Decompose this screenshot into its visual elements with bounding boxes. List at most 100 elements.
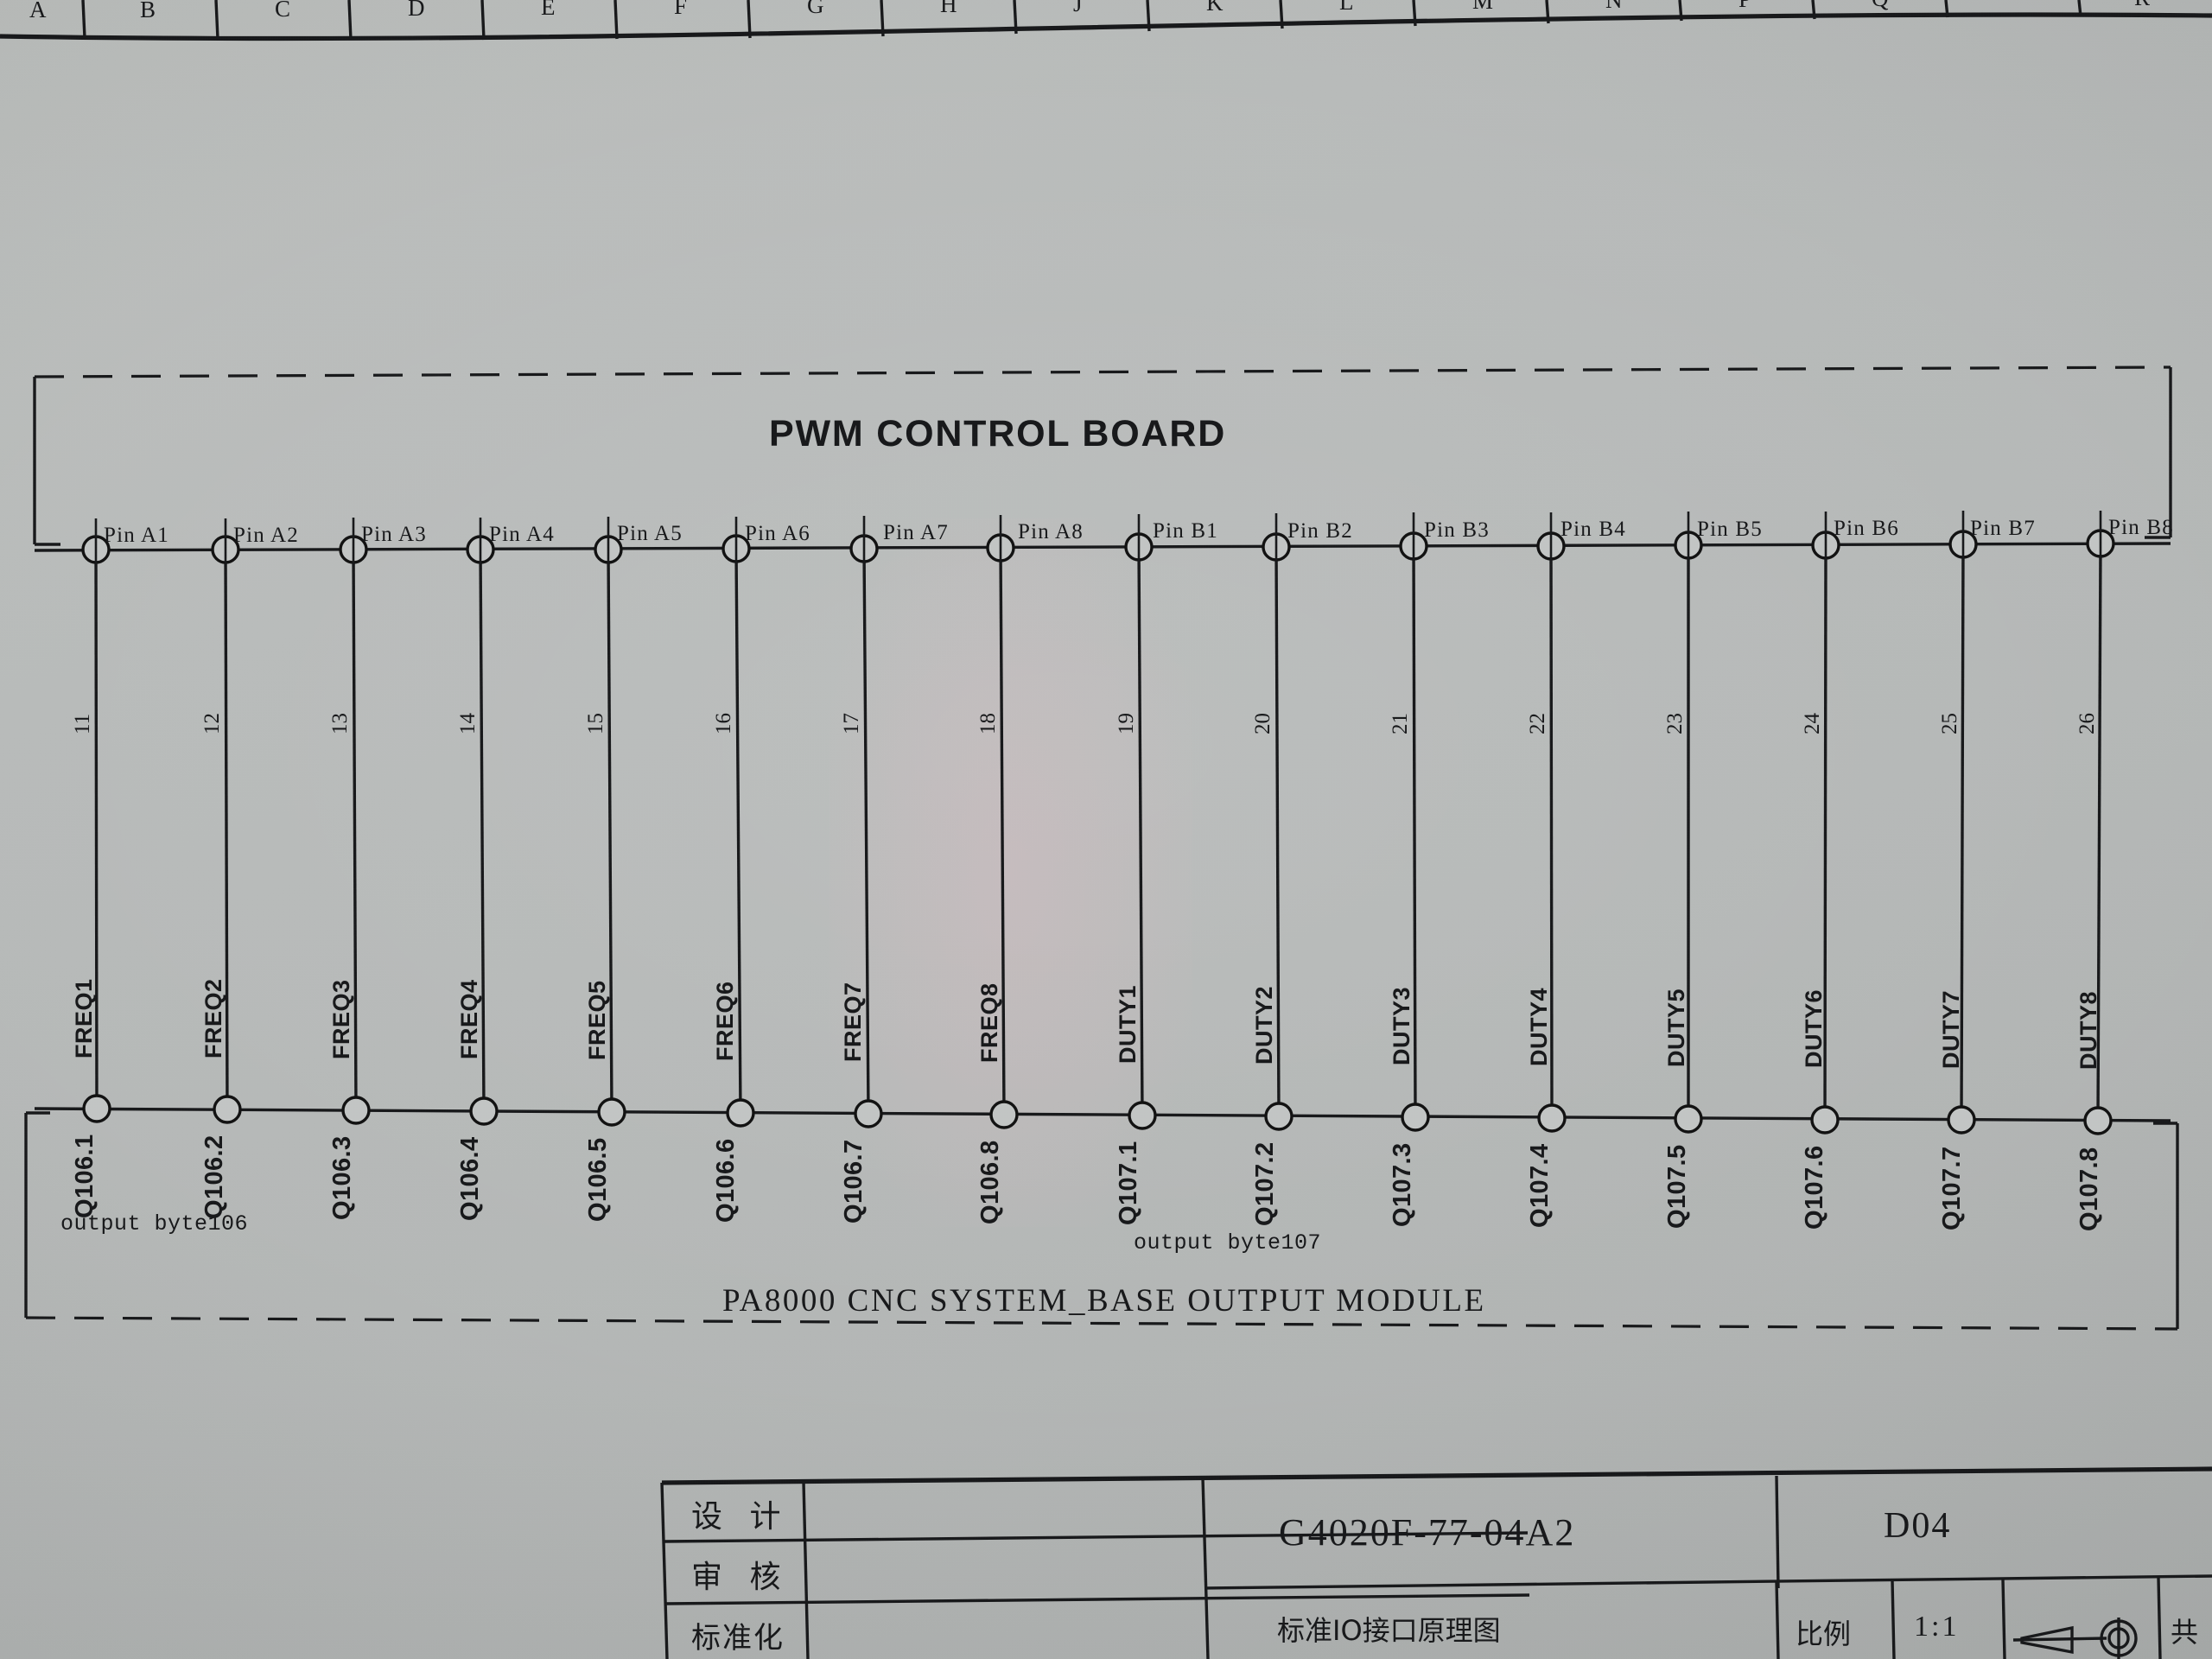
wire-number: 17 <box>840 713 863 734</box>
column-letter: M <box>1472 0 1494 14</box>
first-angle-projection-icon <box>2012 1618 2138 1659</box>
output-label-q107-8: Q107.8 <box>2075 1147 2103 1231</box>
wire-column <box>1124 514 1157 1130</box>
wire-column <box>211 518 242 1124</box>
pin-label-a7: Pin A7 <box>883 521 949 544</box>
titleblock-role-standardization: 标准化 <box>691 1621 785 1656</box>
pin-label-a5: Pin A5 <box>617 522 683 545</box>
wire-number: 12 <box>200 713 224 734</box>
signal-label-duty7: DUTY7 <box>1938 989 1964 1069</box>
signal-label-freq8: FREQ8 <box>976 982 1002 1063</box>
wire-number: 25 <box>1938 713 1961 734</box>
output-label-q106-8: Q106.8 <box>976 1140 1004 1224</box>
wire-column <box>466 518 499 1126</box>
pin-label-a6: Pin A6 <box>745 522 810 545</box>
column-letter: C <box>275 0 291 22</box>
signal-label-freq1: FREQ1 <box>71 978 97 1058</box>
pwm-control-board-enclosure <box>33 365 2172 546</box>
connection-wires <box>81 511 2115 1135</box>
pin-label-b2: Pin B2 <box>1287 519 1353 543</box>
column-letter: Q <box>1872 0 1889 12</box>
signal-label-freq2: FREQ2 <box>200 978 226 1058</box>
signal-label-freq7: FREQ7 <box>840 982 866 1062</box>
column-letter: E <box>541 0 556 20</box>
signal-label-duty5: DUTY5 <box>1663 988 1689 1067</box>
titleblock-page-info: 共 5 页第 4 页 <box>2171 1616 2212 1649</box>
column-letter: G <box>807 0 824 18</box>
signal-label-freq5: FREQ5 <box>584 980 610 1060</box>
pa8000-output-module-enclosure <box>24 1111 2179 1331</box>
signal-label-duty1: DUTY1 <box>1115 984 1141 1064</box>
wire-column <box>2083 511 2115 1135</box>
wire-number: 21 <box>1389 713 1412 734</box>
column-letter: L <box>1339 0 1354 15</box>
output-label-q107-3: Q107.3 <box>1389 1142 1416 1227</box>
wire-column <box>1262 513 1294 1131</box>
wire-number: 11 <box>71 713 94 734</box>
signal-label-duty4: DUTY4 <box>1526 987 1552 1066</box>
pa8000-module-title: PA8000 CNC SYSTEM_BASE OUTPUT MODULE <box>722 1283 1486 1319</box>
pin-label-a2: Pin A2 <box>233 524 299 547</box>
column-letter: D <box>408 0 425 21</box>
pin-label-b5: Pin B5 <box>1697 518 1763 541</box>
wire-column <box>1399 512 1430 1132</box>
titleblock-role-design: 设 计 <box>691 1499 790 1535</box>
pin-label-a8: Pin A8 <box>1018 520 1084 543</box>
pin-label-b1: Pin B1 <box>1153 519 1218 543</box>
signal-label-duty6: DUTY6 <box>1801 988 1827 1068</box>
column-letter: A <box>29 0 47 22</box>
titleblock-role-review: 审 核 <box>691 1560 790 1595</box>
output-label-q106-6: Q106.6 <box>712 1138 740 1223</box>
output-label-q106-1: Q106.1 <box>71 1134 99 1218</box>
wire-column <box>986 515 1019 1129</box>
column-letter: J <box>1073 0 1083 16</box>
wire-number: 26 <box>2075 713 2099 734</box>
pin-label-b3: Pin B3 <box>1424 518 1490 542</box>
column-letter: H <box>940 0 957 17</box>
wire-number: 13 <box>328 713 352 734</box>
column-letter: N <box>1605 0 1623 13</box>
wire-column <box>339 518 371 1125</box>
output-label-q106-7: Q106.7 <box>840 1139 868 1224</box>
pwm-control-board-title: PWM CONTROL BOARD <box>769 413 1227 454</box>
column-letter: K <box>1206 0 1224 16</box>
pin-label-a3: Pin A3 <box>361 523 427 546</box>
pin-label-a4: Pin A4 <box>489 523 555 546</box>
output-label-q106-3: Q106.3 <box>328 1135 356 1220</box>
titleblock-scale-value: 1:1 <box>1914 1611 1960 1643</box>
signal-label-freq3: FREQ3 <box>328 979 354 1059</box>
signal-label-duty8: DUTY8 <box>2075 990 2101 1070</box>
signal-label-duty2: DUTY2 <box>1251 985 1277 1065</box>
wire-column <box>721 517 755 1128</box>
column-letter: P <box>1738 0 1751 13</box>
output-label-q107-4: Q107.4 <box>1526 1143 1554 1228</box>
wire-number: 15 <box>584 713 607 734</box>
wire-number: 14 <box>456 713 480 734</box>
titleblock-drawing-title: 标准IO接口原理图 <box>1277 1614 1501 1647</box>
wire-number: 24 <box>1801 713 1824 734</box>
column-grid-ticks <box>81 0 2082 41</box>
output-label-q107-7: Q107.7 <box>1938 1146 1966 1230</box>
output-byte107-label: output byte107 <box>1134 1230 1322 1255</box>
column-letter: B <box>140 0 156 22</box>
pin-label-b4: Pin B4 <box>1560 518 1626 541</box>
pin-label-b6: Pin B6 <box>1834 517 1899 540</box>
signal-label-freq4: FREQ4 <box>456 979 482 1059</box>
titleblock-drawing-number: G4020F-77-04A2 <box>1279 1511 1576 1554</box>
wire-number: 23 <box>1663 713 1687 734</box>
output-label-q107-2: Q107.2 <box>1251 1141 1279 1226</box>
wire-number: 20 <box>1251 713 1274 734</box>
output-label-q107-5: Q107.5 <box>1663 1144 1691 1229</box>
pin-label-a1: Pin A1 <box>104 524 169 547</box>
wire-column <box>1810 512 1840 1135</box>
wire-column <box>1947 511 1978 1135</box>
titleblock-sheet-code: D04 <box>1884 1506 1952 1546</box>
wire-column <box>849 516 883 1128</box>
title-block-frame <box>660 1466 2212 1659</box>
signal-label-duty3: DUTY3 <box>1389 986 1414 1065</box>
wire-number: 16 <box>712 713 735 734</box>
wire-column <box>1674 512 1703 1134</box>
wire-number: 18 <box>976 713 1000 734</box>
